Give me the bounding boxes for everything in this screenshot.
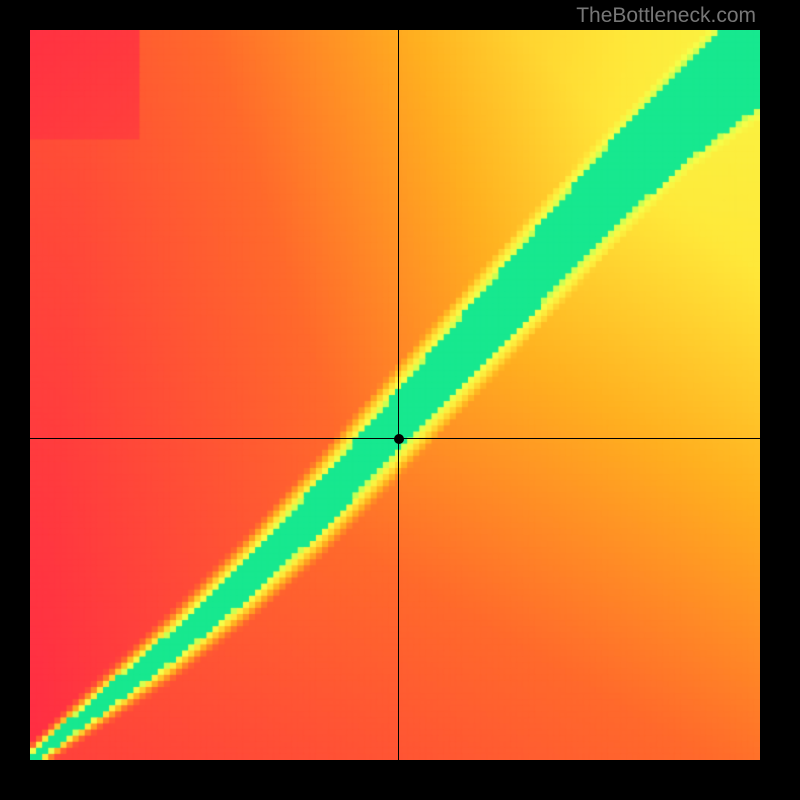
heatmap-plot	[30, 30, 760, 760]
crosshair-vertical	[398, 30, 399, 760]
watermark-text: TheBottleneck.com	[576, 4, 756, 28]
crosshair-marker	[394, 434, 404, 444]
